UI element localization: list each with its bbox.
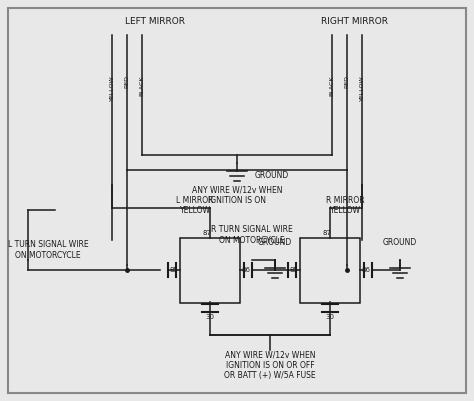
- Text: BLACK: BLACK: [139, 75, 145, 95]
- Text: ANY WIRE W/12v WHEN
IGNITION IS ON: ANY WIRE W/12v WHEN IGNITION IS ON: [192, 185, 282, 205]
- Text: 87: 87: [203, 230, 212, 236]
- Text: BLACK: BLACK: [329, 75, 335, 95]
- Text: R TURN SIGNAL WIRE
ON MOTORCYCLE: R TURN SIGNAL WIRE ON MOTORCYCLE: [211, 225, 293, 245]
- Text: R MIRROR
YELLOW: R MIRROR YELLOW: [326, 196, 365, 215]
- Text: 30: 30: [326, 314, 335, 320]
- Bar: [180, 238, 240, 303]
- Text: 30: 30: [206, 314, 215, 320]
- Text: GROUND: GROUND: [258, 238, 292, 247]
- Text: GROUND: GROUND: [383, 238, 417, 247]
- Text: 85: 85: [289, 267, 298, 273]
- Text: YELLOW: YELLOW: [109, 75, 115, 101]
- Text: RIGHT MIRROR: RIGHT MIRROR: [321, 18, 389, 26]
- Text: L TURN SIGNAL WIRE
ON MOTORCYCLE: L TURN SIGNAL WIRE ON MOTORCYCLE: [8, 240, 88, 260]
- Text: LEFT MIRROR: LEFT MIRROR: [125, 18, 185, 26]
- Text: YELLOW: YELLOW: [359, 75, 365, 101]
- Text: RED: RED: [125, 75, 129, 88]
- Text: L MIRROR
YELLOW: L MIRROR YELLOW: [176, 196, 214, 215]
- Text: 86: 86: [362, 267, 371, 273]
- Text: GROUND: GROUND: [255, 170, 289, 180]
- Text: 87: 87: [323, 230, 332, 236]
- Text: 85: 85: [169, 267, 178, 273]
- Text: RED: RED: [345, 75, 349, 88]
- Text: 86: 86: [242, 267, 251, 273]
- Bar: [300, 238, 360, 303]
- Text: ANY WIRE W/12v WHEN
IGNITION IS ON OR OFF
OR BATT (+) W/5A FUSE: ANY WIRE W/12v WHEN IGNITION IS ON OR OF…: [224, 350, 316, 380]
